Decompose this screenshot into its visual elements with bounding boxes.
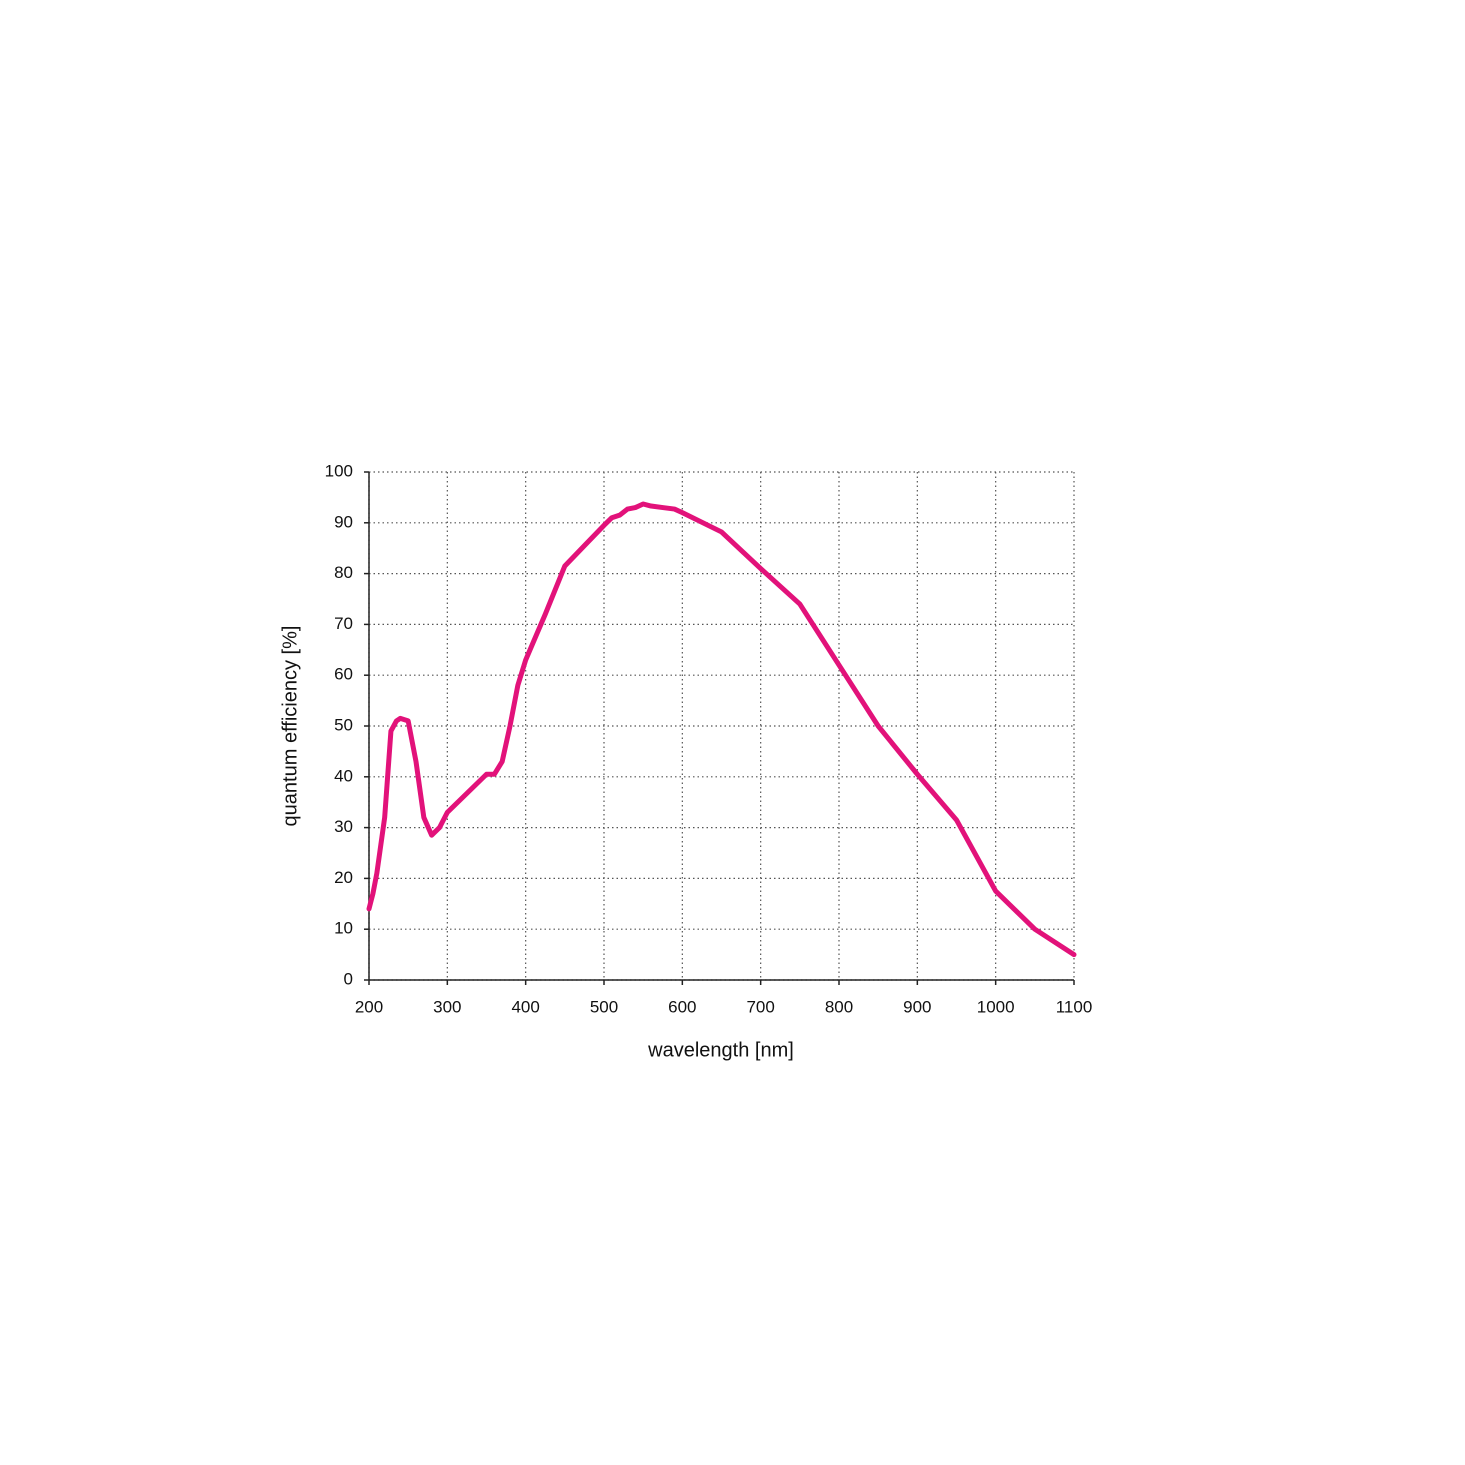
y-tick-label: 10 [334, 919, 353, 938]
y-axis-label: quantum efficiency [%] [279, 626, 301, 827]
x-tick-label: 800 [825, 997, 853, 1016]
x-tick-label: 200 [355, 997, 383, 1016]
x-tick-label: 700 [746, 997, 774, 1016]
x-tick-label: 1100 [1056, 997, 1093, 1016]
y-tick-label: 70 [334, 614, 353, 633]
data-line [366, 501, 1077, 958]
x-tick-label: 600 [668, 997, 696, 1016]
y-tick-label: 60 [334, 665, 353, 684]
y-tick-label: 0 [344, 969, 353, 988]
y-tick-label: 90 [334, 512, 353, 531]
x-tick-label: 500 [590, 997, 618, 1016]
y-tick-label: 20 [334, 868, 353, 887]
x-tick-label: 400 [511, 997, 539, 1016]
y-tick-label: 50 [334, 715, 353, 734]
y-tick-label: 100 [325, 461, 353, 480]
x-tick-label: 900 [903, 997, 931, 1016]
y-tick-label: 40 [334, 766, 353, 785]
x-tick-label: 300 [433, 997, 461, 1016]
y-tick-label: 30 [334, 817, 353, 836]
y-tick-label: 80 [334, 563, 353, 582]
x-tick-label: 1000 [977, 997, 1015, 1016]
x-axis-label: wavelength [nm] [647, 1039, 794, 1061]
